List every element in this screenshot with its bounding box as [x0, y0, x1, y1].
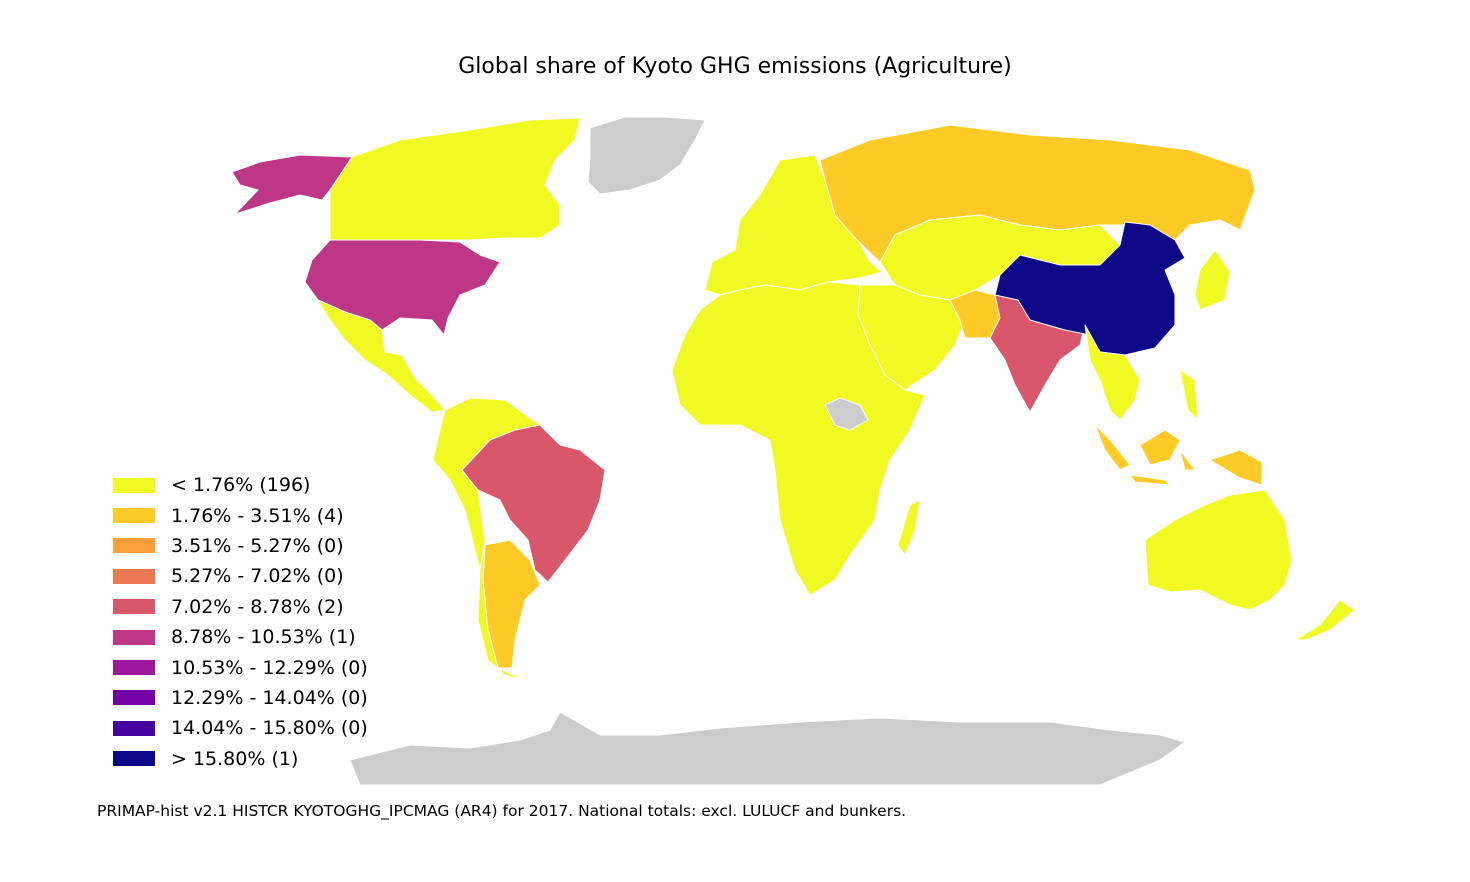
legend-item: 1.76% - 3.51% (4) [113, 500, 368, 530]
region-australia [1144, 489, 1293, 611]
region-greenland [587, 116, 706, 195]
legend: < 1.76% (196) 1.76% - 3.51% (4) 3.51% - 5.… [113, 470, 368, 774]
region-madagascar [897, 499, 921, 556]
legend-item: > 15.80% (1) [113, 744, 368, 774]
legend-swatch [113, 629, 155, 645]
legend-label: 5.27% - 7.02% (0) [171, 565, 344, 588]
legend-label: 12.29% - 14.04% (0) [171, 686, 368, 709]
legend-swatch [113, 690, 155, 706]
region-new-zealand [1294, 599, 1356, 641]
region-indonesia [1094, 424, 1263, 486]
legend-item: 3.51% - 5.27% (0) [113, 531, 368, 561]
region-southeast-asia [1084, 324, 1199, 421]
legend-item: 14.04% - 15.80% (0) [113, 713, 368, 743]
legend-label: 3.51% - 5.27% (0) [171, 534, 344, 557]
legend-item: 12.29% - 14.04% (0) [113, 683, 368, 713]
map-title: Global share of Kyoto GHG emissions (Agr… [458, 54, 1012, 79]
region-chile [477, 544, 526, 681]
legend-swatch [113, 508, 155, 524]
legend-label: 10.53% - 12.29% (0) [171, 656, 368, 679]
legend-label: 14.04% - 15.80% (0) [171, 717, 368, 740]
region-south-sudan [824, 397, 869, 431]
region-mexico-central-america [317, 299, 446, 413]
legend-label: < 1.76% (196) [171, 474, 311, 497]
region-canada [329, 117, 581, 241]
region-antarctica [349, 711, 1186, 786]
legend-label: 1.76% - 3.51% (4) [171, 504, 344, 527]
legend-swatch [113, 568, 155, 584]
legend-label: 7.02% - 8.78% (2) [171, 595, 344, 618]
region-africa [671, 281, 926, 596]
legend-item: 8.78% - 10.53% (1) [113, 622, 368, 652]
region-brazil [461, 424, 606, 583]
region-china [994, 221, 1186, 356]
source-note: PRIMAP-hist v2.1 HISTCR KYOTOGHG_IPCMAG … [97, 802, 907, 820]
legend-swatch [113, 538, 155, 554]
region-japan [1194, 249, 1231, 311]
legend-label: > 15.80% (1) [171, 747, 299, 770]
legend-swatch [113, 720, 155, 736]
legend-item: 7.02% - 8.78% (2) [113, 592, 368, 622]
legend-swatch [113, 660, 155, 676]
region-alaska [231, 154, 353, 215]
legend-item: 5.27% - 7.02% (0) [113, 561, 368, 591]
legend-swatch [113, 599, 155, 615]
legend-swatch [113, 751, 155, 767]
legend-item: 10.53% - 12.29% (0) [113, 652, 368, 682]
legend-label: 8.78% - 10.53% (1) [171, 626, 356, 649]
legend-item: < 1.76% (196) [113, 470, 368, 500]
legend-swatch [113, 477, 155, 493]
